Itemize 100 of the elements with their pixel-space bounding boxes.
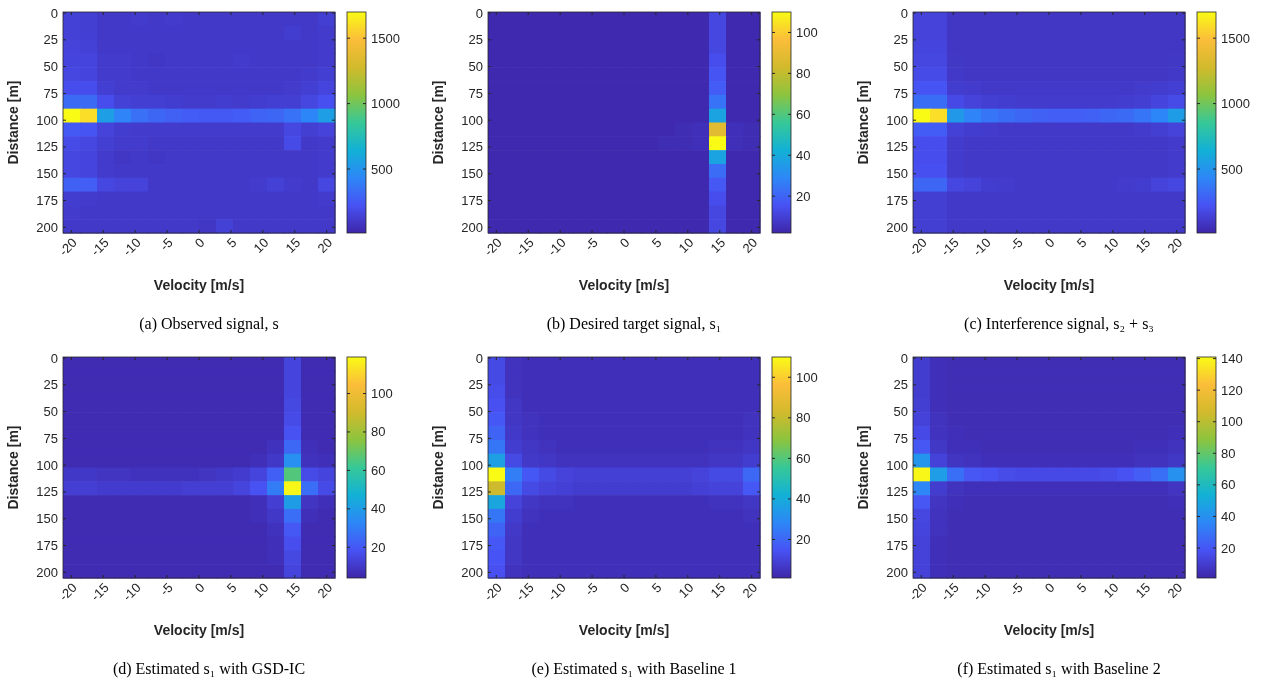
- color-bar-label: 60: [796, 450, 811, 466]
- color-bar-label: 140: [1221, 351, 1243, 367]
- x-tick-label: 20: [1164, 234, 1186, 256]
- y-tick-label: 175: [461, 193, 483, 209]
- x-tick-label: 0: [191, 579, 208, 596]
- y-tick-label: 150: [886, 511, 908, 527]
- x-tick-label: 15: [1132, 579, 1154, 601]
- x-axis-title: Velocity [m/s]: [1003, 277, 1095, 293]
- y-tick-label: 0: [475, 5, 483, 21]
- x-tick-label: 0: [1041, 579, 1058, 596]
- y-tick-label: 0: [475, 350, 483, 366]
- y-tick-label: 175: [36, 538, 58, 554]
- color-bar-label: 100: [371, 386, 393, 402]
- color-bar-label: 500: [371, 161, 393, 177]
- y-tick-label: 0: [50, 350, 58, 366]
- y-tick-label: 175: [886, 538, 908, 554]
- x-tick-label: -15: [87, 579, 112, 604]
- x-axis-title: Velocity [m/s]: [578, 277, 670, 293]
- x-tick-label: -20: [480, 234, 505, 259]
- text: (b) Desired target signal, s₁: [546, 315, 722, 333]
- y-tick-label: 150: [886, 166, 908, 182]
- y-tick-label: 200: [886, 219, 908, 235]
- y-tick-label: 100: [461, 457, 483, 473]
- y-axis-title: Distance [m]: [5, 80, 21, 165]
- y-tick-label: 200: [36, 219, 58, 235]
- x-tick-label: 15: [1132, 234, 1154, 256]
- y-tick-label: 75: [43, 430, 58, 446]
- x-tick-label: 20: [314, 579, 336, 601]
- x-tick-label: -20: [480, 579, 505, 604]
- y-tick-label: 25: [893, 377, 908, 393]
- x-tick-label: 10: [1100, 234, 1122, 256]
- y-tick-label: 75: [893, 430, 908, 446]
- y-tick-label: 25: [43, 377, 58, 393]
- x-axis-title: Velocity [m/s]: [1003, 622, 1095, 638]
- y-axis-title: Distance [m]: [855, 425, 871, 510]
- x-tick-label: 15: [282, 234, 304, 256]
- x-tick-label: -15: [937, 234, 962, 259]
- y-tick-label: 50: [43, 59, 58, 75]
- x-tick-label: -10: [119, 234, 144, 259]
- x-tick-label: -5: [156, 579, 176, 599]
- y-tick-label: 100: [36, 112, 58, 128]
- x-tick-label: -5: [581, 579, 601, 599]
- x-tick-label: -15: [937, 579, 962, 604]
- text: (e) Estimated s₁ with Baseline 1: [531, 660, 737, 678]
- color-bar-label: 60: [371, 462, 386, 478]
- color-bar-label: 20: [1221, 540, 1236, 556]
- x-tick-label: -20: [905, 579, 930, 604]
- y-tick-label: 50: [468, 59, 483, 75]
- text: (c) Interference signal, s₂ + s₃: [964, 315, 1154, 333]
- y-axis-title: Distance [m]: [5, 425, 21, 510]
- y-tick-label: 100: [886, 112, 908, 128]
- y-tick-label: 150: [461, 511, 483, 527]
- y-tick-label: 150: [36, 511, 58, 527]
- y-tick-label: 25: [468, 32, 483, 48]
- x-tick-label: 5: [1073, 234, 1090, 251]
- x-axis-title: Velocity [m/s]: [578, 622, 670, 638]
- color-bar-label: 40: [1221, 508, 1236, 524]
- y-tick-label: 200: [461, 219, 483, 235]
- color-bar-label: 1500: [371, 30, 400, 46]
- y-tick-label: 100: [36, 457, 58, 473]
- x-tick-label: -15: [512, 234, 537, 259]
- color-bar-label: 60: [796, 106, 811, 122]
- x-tick-label: 5: [223, 579, 240, 596]
- x-tick-label: 20: [739, 234, 761, 256]
- x-tick-label: -10: [544, 234, 569, 259]
- text: (d) Estimated s₁ with GSD-IC: [112, 660, 306, 678]
- color-bar-label: 1000: [1221, 96, 1250, 112]
- x-tick-label: -10: [969, 579, 994, 604]
- y-tick-label: 175: [36, 193, 58, 209]
- color-bar-label: 1000: [371, 96, 400, 112]
- y-tick-label: 50: [893, 404, 908, 420]
- color-bar-label: 20: [796, 531, 811, 547]
- color-bar-label: 500: [1221, 161, 1243, 177]
- y-tick-label: 125: [36, 139, 58, 155]
- y-tick-label: 200: [886, 564, 908, 580]
- y-tick-label: 50: [43, 404, 58, 420]
- y-tick-label: 25: [43, 32, 58, 48]
- x-tick-label: 0: [616, 234, 633, 251]
- y-tick-label: 125: [886, 139, 908, 155]
- y-tick-label: 125: [36, 484, 58, 500]
- y-tick-label: 50: [893, 59, 908, 75]
- y-tick-label: 25: [893, 32, 908, 48]
- color-bar-label: 20: [796, 188, 811, 204]
- y-tick-label: 75: [43, 85, 58, 101]
- y-tick-label: 200: [461, 564, 483, 580]
- x-tick-label: 5: [648, 234, 665, 251]
- y-tick-label: 200: [36, 564, 58, 580]
- text: (f) Estimated s₁ with Baseline 2: [957, 660, 1161, 678]
- color-bar-label: 40: [796, 491, 811, 507]
- y-axis-title: Distance [m]: [855, 80, 871, 165]
- x-tick-label: 0: [616, 579, 633, 596]
- color-bar-label: 100: [796, 24, 818, 40]
- x-axis-title: Velocity [m/s]: [153, 622, 245, 638]
- x-tick-label: -20: [905, 234, 930, 259]
- x-tick-label: 5: [648, 579, 665, 596]
- x-tick-label: 15: [707, 234, 729, 256]
- x-tick-label: -5: [156, 234, 176, 254]
- y-tick-label: 75: [468, 85, 483, 101]
- y-tick-label: 0: [900, 5, 908, 21]
- x-tick-label: 15: [707, 579, 729, 601]
